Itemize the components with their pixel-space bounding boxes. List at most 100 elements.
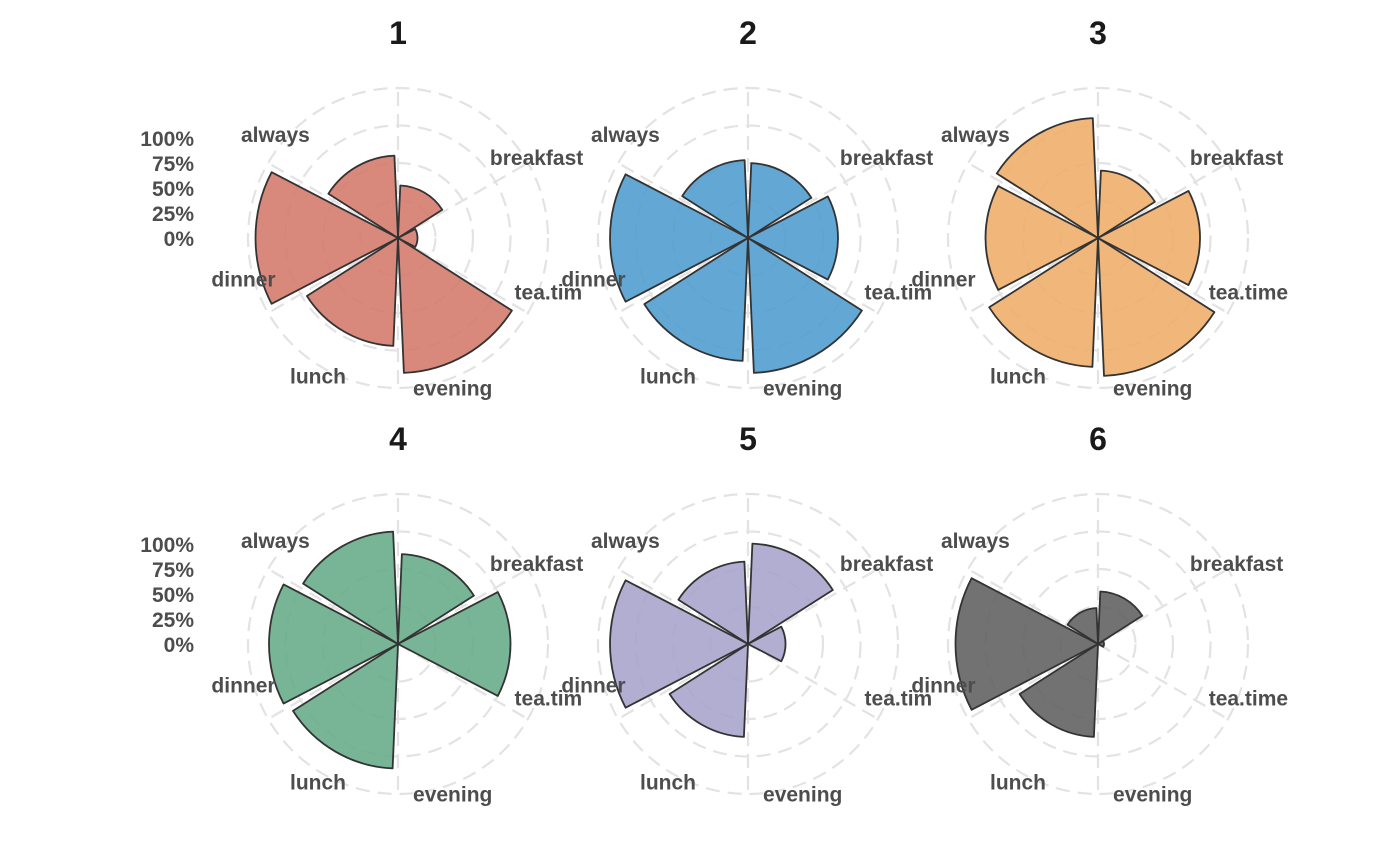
- category-label-breakfast: breakfast: [840, 147, 933, 170]
- grid-spoke: [267, 643, 399, 720]
- panel-title: 4: [389, 421, 407, 457]
- category-label-evening: evening: [413, 783, 492, 806]
- category-label-evening: evening: [763, 783, 842, 806]
- category-label-breakfast: breakfast: [1190, 553, 1283, 576]
- category-label-tea.time: tea.time: [1209, 688, 1288, 711]
- grid-spoke: [267, 568, 399, 645]
- radial-tick-label: 0%: [164, 634, 195, 657]
- category-label-breakfast: breakfast: [840, 553, 933, 576]
- wedge-lunch: [643, 237, 749, 362]
- radial-tick-label: 25%: [152, 203, 194, 226]
- wedge-lunch: [988, 237, 1099, 368]
- radial-tick-label: 50%: [152, 178, 194, 201]
- wedge-evening: [397, 237, 513, 374]
- grid-spoke: [397, 237, 529, 314]
- wedge-dinner: [254, 171, 399, 305]
- category-label-always: always: [241, 530, 310, 553]
- category-label-lunch: lunch: [640, 366, 696, 389]
- category-label-always: always: [941, 530, 1010, 553]
- grid-spoke: [1097, 643, 1229, 720]
- category-label-tea.time: tea.tim: [515, 282, 583, 305]
- wedge-breakfast: [1097, 169, 1156, 239]
- wedge-evening: [747, 237, 863, 374]
- category-label-always: always: [591, 124, 660, 147]
- wedge-lunch: [292, 643, 399, 770]
- panel-title: 3: [1089, 15, 1107, 51]
- grid-spoke: [267, 237, 399, 314]
- category-label-evening: evening: [1113, 377, 1192, 400]
- grid-spoke: [1097, 568, 1229, 645]
- category-label-always: always: [241, 124, 310, 147]
- grid-spoke: [1097, 162, 1229, 239]
- category-label-always: always: [591, 530, 660, 553]
- category-label-lunch: lunch: [290, 772, 346, 795]
- grid-spoke: [397, 568, 529, 645]
- category-label-dinner: dinner: [561, 674, 625, 697]
- grid-ring: [246, 86, 550, 390]
- wedge-lunch: [306, 237, 399, 347]
- grid-spoke: [967, 237, 1099, 314]
- grid-ring: [596, 492, 900, 796]
- radial-tick-label: 25%: [152, 609, 194, 632]
- grid-spoke: [967, 568, 1099, 645]
- wedge-lunch: [1018, 643, 1099, 738]
- category-label-lunch: lunch: [290, 366, 346, 389]
- wedge-tea.time: [397, 591, 512, 697]
- panel-title: 2: [739, 15, 757, 51]
- category-label-breakfast: breakfast: [1190, 147, 1283, 170]
- wedge-dinner: [609, 173, 749, 303]
- grid-spoke: [267, 162, 399, 239]
- wedge-dinner: [609, 579, 749, 709]
- grid-spoke: [967, 162, 1099, 239]
- category-label-tea.time: tea.time: [1209, 282, 1288, 305]
- panel-5: 5 breakfast tea.tim evening lunch dinner alway…: [561, 421, 933, 806]
- wedge-always: [327, 154, 399, 239]
- wedge-breakfast: [747, 542, 834, 645]
- radial-tick-label: 50%: [152, 584, 194, 607]
- wedge-tea.time: [747, 625, 787, 663]
- category-label-always: always: [941, 124, 1010, 147]
- wedge-tea.time: [747, 195, 839, 281]
- wedge-dinner: [268, 583, 399, 705]
- category-label-lunch: lunch: [990, 366, 1046, 389]
- wedge-breakfast: [747, 162, 813, 239]
- panel-4: 4 breakfast tea.tim evening lunch dinner alway…: [140, 421, 583, 806]
- wedge-always: [302, 530, 399, 645]
- grid-ring: [946, 492, 1250, 796]
- radial-tick-label: 75%: [152, 559, 194, 582]
- category-label-evening: evening: [763, 377, 842, 400]
- grid-spoke: [617, 643, 749, 720]
- category-label-breakfast: breakfast: [490, 553, 583, 576]
- grid-spoke: [617, 237, 749, 314]
- wedge-tea.time: [1097, 640, 1105, 648]
- grid-spoke: [1097, 237, 1229, 314]
- wedge-always: [995, 117, 1099, 239]
- grid-ring: [946, 86, 1250, 390]
- grid-spoke: [747, 643, 879, 720]
- category-label-dinner: dinner: [911, 674, 975, 697]
- wedge-always: [1066, 607, 1099, 645]
- wedge-tea.time: [397, 228, 419, 248]
- panel-6: 6 breakfast tea.time evening lunch dinner alwa…: [911, 421, 1288, 806]
- category-label-evening: evening: [413, 377, 492, 400]
- category-label-dinner: dinner: [911, 268, 975, 291]
- wedge-tea.time: [1097, 190, 1201, 286]
- grid-ring: [246, 492, 550, 796]
- wedge-always: [677, 560, 749, 645]
- category-label-tea.time: tea.tim: [515, 688, 583, 711]
- wedge-breakfast: [1097, 590, 1144, 645]
- radial-tick-label: 75%: [152, 153, 194, 176]
- grid-spoke: [617, 568, 749, 645]
- wedge-breakfast: [397, 184, 444, 239]
- grid-spoke: [617, 162, 749, 239]
- wedge-always: [681, 159, 749, 239]
- wedge-evening: [1097, 237, 1216, 377]
- panel-title: 1: [389, 15, 407, 51]
- grid-spoke: [397, 643, 529, 720]
- panel-title: 5: [739, 421, 757, 457]
- category-label-dinner: dinner: [561, 268, 625, 291]
- wedge-dinner: [954, 577, 1099, 711]
- wedge-dinner: [984, 185, 1099, 291]
- category-label-tea.time: tea.tim: [865, 282, 933, 305]
